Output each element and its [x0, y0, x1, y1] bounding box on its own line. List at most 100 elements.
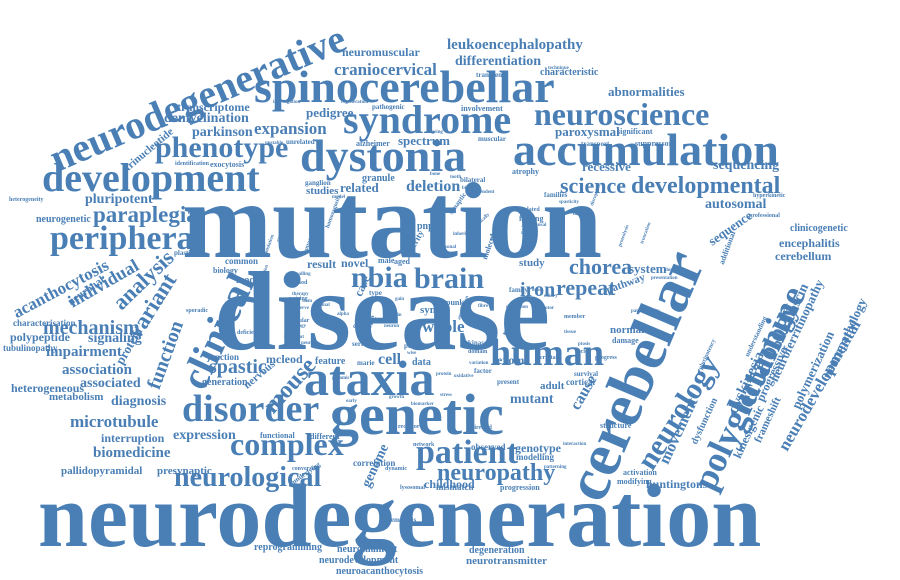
- word-syndrome: syndrome: [343, 97, 512, 142]
- word-cycle: cycle: [575, 349, 588, 355]
- word-paroxysmal: paroxysmal: [555, 124, 620, 139]
- word-genetic: genetic: [330, 382, 504, 447]
- word-diagnosis: diagnosis: [111, 394, 167, 409]
- word-pallidopyramidal: pallidopyramidal: [61, 465, 143, 477]
- word-disease: disease: [214, 250, 550, 374]
- word-spectrum: spectrum: [398, 133, 450, 148]
- word-differentiation: differentiation: [455, 54, 542, 69]
- word-exome: exome: [497, 353, 530, 367]
- word-deposition: deposition: [506, 305, 528, 310]
- word-peripheral: peripheral: [50, 220, 203, 257]
- word-crystal: crystal: [540, 355, 558, 361]
- word-nerve: nerve: [297, 306, 309, 311]
- word-neuroacanthocytosis: neuroacanthocytosis: [336, 566, 424, 577]
- word-therapy: therapy: [292, 292, 309, 297]
- word-correlation: correlation: [353, 458, 396, 468]
- word-cellular: cellular: [290, 318, 310, 324]
- word-science: science: [560, 173, 626, 198]
- word-genotype: genotype: [515, 441, 561, 455]
- word-metabolism: metabolism: [49, 391, 104, 403]
- word-dominant: dominant: [665, 268, 686, 273]
- word-alpha: alpha: [337, 312, 349, 317]
- word-unstable: unstable: [265, 141, 284, 146]
- word-patient: patient: [416, 434, 518, 471]
- word-degeneration: degeneration: [469, 545, 525, 556]
- word-whole: whole: [422, 317, 465, 336]
- word-study: study: [519, 257, 545, 269]
- word-ptosis: ptosis: [578, 342, 591, 347]
- word-conversion: conversion: [292, 466, 320, 472]
- word-associated: associated: [80, 376, 141, 391]
- word-domain: domain: [468, 349, 488, 355]
- word-sequencing: sequencing: [713, 158, 780, 173]
- word-reprogramming: reprogramming: [254, 542, 322, 553]
- word-genomic: genomic: [332, 376, 350, 381]
- word-polypeptide: polypeptide: [10, 330, 71, 344]
- word-studies: studies: [306, 185, 339, 197]
- word-gain: gain: [395, 297, 405, 302]
- word-presentation: presentation: [651, 276, 678, 281]
- word-isolated: isolated: [520, 207, 540, 213]
- word-survival: survival: [574, 370, 599, 378]
- word-pedigree: pedigree: [306, 105, 354, 120]
- word-interruption: interruption: [101, 431, 165, 445]
- word-expression: expression: [173, 428, 236, 443]
- word-disorder: disorder: [182, 388, 320, 430]
- word-junction: junction: [207, 352, 240, 362]
- word-functional: functional: [260, 431, 295, 440]
- word-series: series: [352, 340, 369, 348]
- word-atrophy: atrophy: [512, 167, 539, 176]
- word-leukoencephalopathy: leukoencephalopathy: [447, 37, 583, 53]
- word-factor: factor: [474, 367, 492, 375]
- word-damage: damage: [612, 336, 639, 345]
- word-characteristic: characteristic: [540, 67, 599, 78]
- word-transgenic: transgenic: [476, 71, 508, 79]
- word-chorea: chorea: [569, 254, 633, 279]
- word-presynaptic: presynaptic: [157, 465, 212, 477]
- word-transport: transport: [581, 140, 610, 148]
- word-ataxia: ataxia: [304, 350, 435, 406]
- word-directed: directed: [471, 425, 492, 431]
- word-ciliary: ciliary: [544, 294, 558, 299]
- word-model-mouse: model: [332, 195, 346, 200]
- word-alzheimer: alzheimer: [356, 139, 390, 148]
- word-significant: significant: [617, 127, 653, 136]
- word-transcriptome: transcriptome: [177, 100, 250, 114]
- word-biomarker: biomarker: [411, 402, 434, 407]
- word-recessive: recessive: [582, 159, 631, 174]
- word-tissue: tissue: [564, 330, 576, 335]
- word-fibre: fibre: [478, 304, 489, 309]
- word-repeat: repeat: [556, 275, 616, 300]
- word-neurite: neurite: [301, 341, 317, 346]
- word-network: network: [413, 442, 435, 448]
- word-iron: iron: [520, 279, 556, 301]
- word-axonal: axonal: [442, 245, 457, 250]
- word-novel: novel: [341, 256, 369, 270]
- word-variation: variation: [469, 361, 489, 366]
- word-result: result: [307, 257, 337, 271]
- word-protein-small: protein: [436, 372, 452, 377]
- word-unrelated: unrelated: [286, 138, 315, 146]
- word-wise: wise: [407, 351, 417, 356]
- word-dystonia: dystonia: [300, 130, 467, 181]
- word-craniocervical: craniocervical: [334, 60, 437, 79]
- word-independent: independent: [468, 190, 495, 195]
- word-knockout: knockout: [284, 335, 305, 340]
- word-motor: motor: [541, 306, 555, 311]
- word-feature: feature: [315, 356, 346, 367]
- word-huntingtons: huntingtons: [646, 477, 708, 491]
- word-pathology: pathology: [285, 324, 307, 329]
- word-neuroscience: neuroscience: [534, 96, 710, 132]
- word-granule: granule: [362, 173, 395, 184]
- word-lysosomal: lysosomal: [400, 485, 426, 491]
- word-neurological: neurological: [174, 462, 322, 493]
- word-signaling: signaling: [88, 331, 142, 346]
- word-developmental: developmental: [631, 173, 781, 199]
- word-suppressor: suppressor: [635, 139, 673, 148]
- word-tubulinopathy: tubulinopathy: [3, 343, 58, 353]
- word-different: different: [310, 432, 340, 441]
- word-hemolysis: hemolysis: [387, 516, 417, 524]
- word-abnormalities: abnormalities: [608, 84, 685, 99]
- word-causal: causal: [533, 223, 547, 228]
